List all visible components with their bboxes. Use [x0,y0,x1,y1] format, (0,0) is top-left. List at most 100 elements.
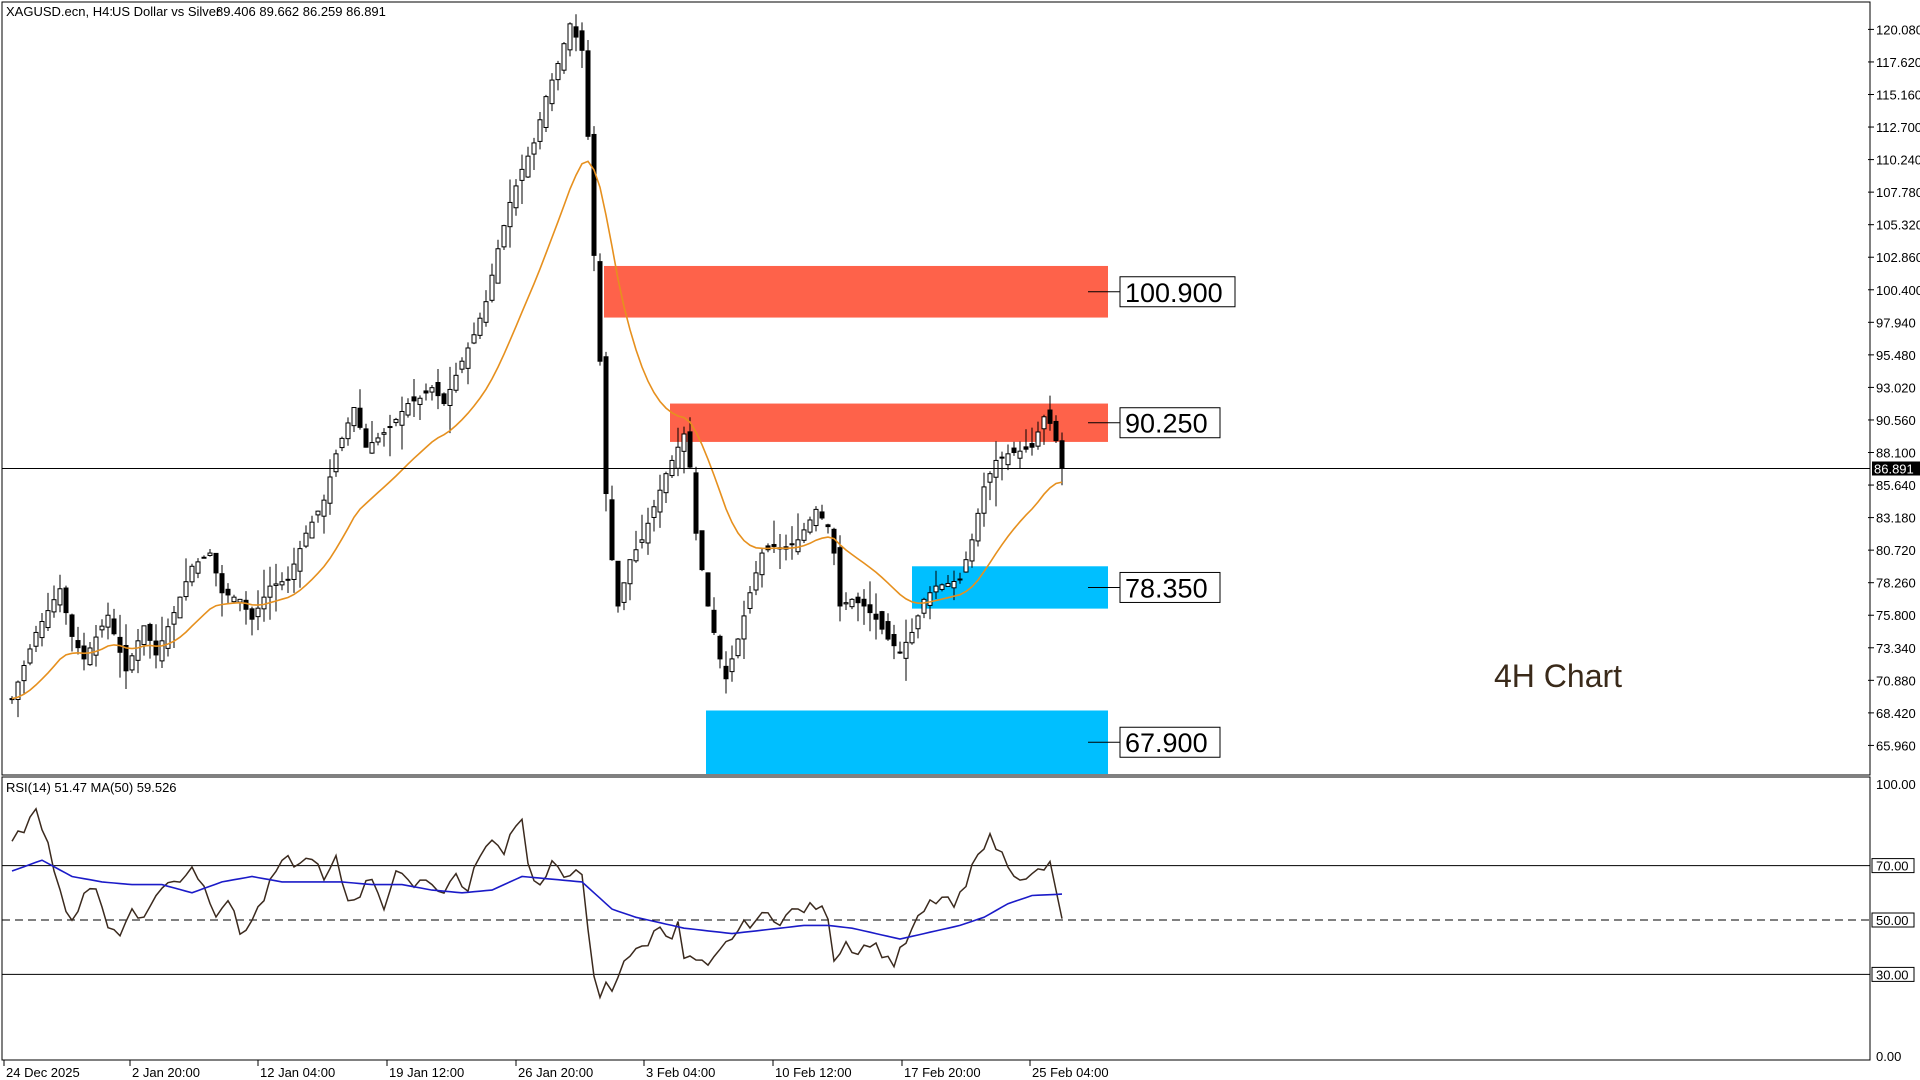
rsi-level-box-1 [1871,858,1915,874]
candle-body-175 [1059,440,1065,470]
candle-body-163 [987,473,993,483]
candle-body-49 [303,532,309,547]
zone-label-box-3 [1119,726,1221,758]
candle-body-171 [1035,431,1041,447]
price-tick-label-22: 65.960 [1876,738,1916,753]
candle-body-38 [237,598,243,603]
candle-body-47 [291,563,297,580]
candle-body-41 [255,607,261,618]
time-tick-label-6: 10 Feb 12:00 [775,1065,852,1080]
candle-body-85 [519,168,525,181]
candle-body-141 [855,596,861,604]
price-tick-label-21: 68.420 [1876,706,1916,721]
zones-layer: 100.900 90.250 78.350 67.900 [604,265,1236,774]
price-axis: 120.080 117.620 115.160 112.700 110.240 107.7… [1868,22,1920,753]
candle-body-30 [189,565,195,583]
candle-body-146 [885,621,891,640]
candle-body-60 [369,442,375,454]
chart-ohlc: 89.406 89.662 86.259 86.891 [216,4,386,19]
candle-body-148 [897,651,903,654]
candle-body-16 [105,614,111,628]
candle-body-86 [525,155,531,178]
candle-body-135 [819,511,825,519]
candle-body-144 [873,613,879,620]
candle-body-31 [195,561,201,574]
price-tick-label-1: 117.620 [1876,55,1920,70]
rsi-tick-label-0: 100.00 [1876,777,1916,792]
candle-body-40 [249,608,255,620]
candle-body-75 [459,360,465,370]
candle-body-99 [603,356,609,495]
candle-body-45 [279,581,285,586]
candle-body-92 [561,43,567,71]
price-tick-label-8: 100.400 [1876,283,1920,298]
zone-rect-0 [604,265,1108,318]
candle-body-33 [207,552,213,556]
price-tick-label-9: 97.940 [1876,315,1916,330]
candle-body-35 [219,573,225,594]
candle-body-122 [741,615,747,640]
candle-body-70 [429,387,435,393]
candle-body-170 [1029,443,1035,448]
candle-body-117 [711,609,717,633]
candle-body-24 [153,640,159,656]
candle-body-13 [87,647,93,666]
candle-body-55 [339,437,345,449]
candle-body-74 [453,374,459,391]
price-tick-label-17: 78.260 [1876,576,1916,591]
candle-body-111 [675,446,681,469]
candle-body-113 [687,431,693,468]
candle-body-64 [393,418,399,424]
price-tick-label-5: 107.780 [1876,185,1920,200]
zone-label-2: 78.350 [1125,573,1208,603]
price-tick-label-18: 75.800 [1876,608,1916,623]
candle-body-114 [693,472,699,534]
candle-body-97 [591,133,597,256]
price-tick-label-2: 115.160 [1876,87,1920,102]
candle-body-102 [621,582,627,603]
chart-symbol: XAGUSD.ecn, H4: [6,4,113,19]
candle-body-29 [183,581,189,598]
candle-body-158 [957,578,963,581]
candle-body-87 [531,142,537,155]
candle-body-173 [1047,409,1053,424]
candle-body-162 [981,486,987,514]
rsi-ma-line [11,859,1063,940]
candle-body-103 [627,559,633,585]
candle-body-119 [723,665,729,680]
candle-body-95 [579,30,585,51]
candle-body-89 [543,96,549,128]
candle-body-7 [51,599,57,613]
candle-body-166 [1005,453,1011,466]
candle-body-28 [177,596,183,619]
candle-body-130 [789,543,795,546]
candle-body-143 [867,604,873,614]
time-tick-label-2: 12 Jan 04:00 [260,1065,335,1080]
candle-body-53 [327,476,333,504]
price-tick-label-16: 80.720 [1876,543,1916,558]
time-tick-label-8: 25 Feb 04:00 [1032,1065,1109,1080]
candle-body-104 [633,549,639,562]
candle-body-27 [171,612,177,625]
candle-body-76 [465,347,471,369]
time-tick-label-0: 24 Dec 2025 [6,1065,80,1080]
candle-body-142 [861,598,867,607]
price-tick-label-13: 88.100 [1876,446,1916,461]
candle-body-153 [927,592,933,606]
candle-body-145 [879,611,885,630]
time-tick-label-1: 2 Jan 20:00 [132,1065,200,1080]
candle-body-68 [417,397,423,405]
rsi-tick-label-1: 70.00 [1876,859,1909,874]
candle-body-66 [405,403,411,416]
candle-body-50 [309,521,315,539]
candle-body-105 [639,539,645,543]
candle-body-63 [387,426,393,429]
candle-body-159 [963,559,969,573]
candle-body-23 [147,623,153,641]
candle-body-116 [705,572,711,607]
candle-body-65 [399,410,405,426]
candle-body-151 [915,615,921,630]
candle-body-139 [843,602,849,605]
candle-body-168 [1017,450,1023,459]
candle-body-5 [39,621,45,639]
